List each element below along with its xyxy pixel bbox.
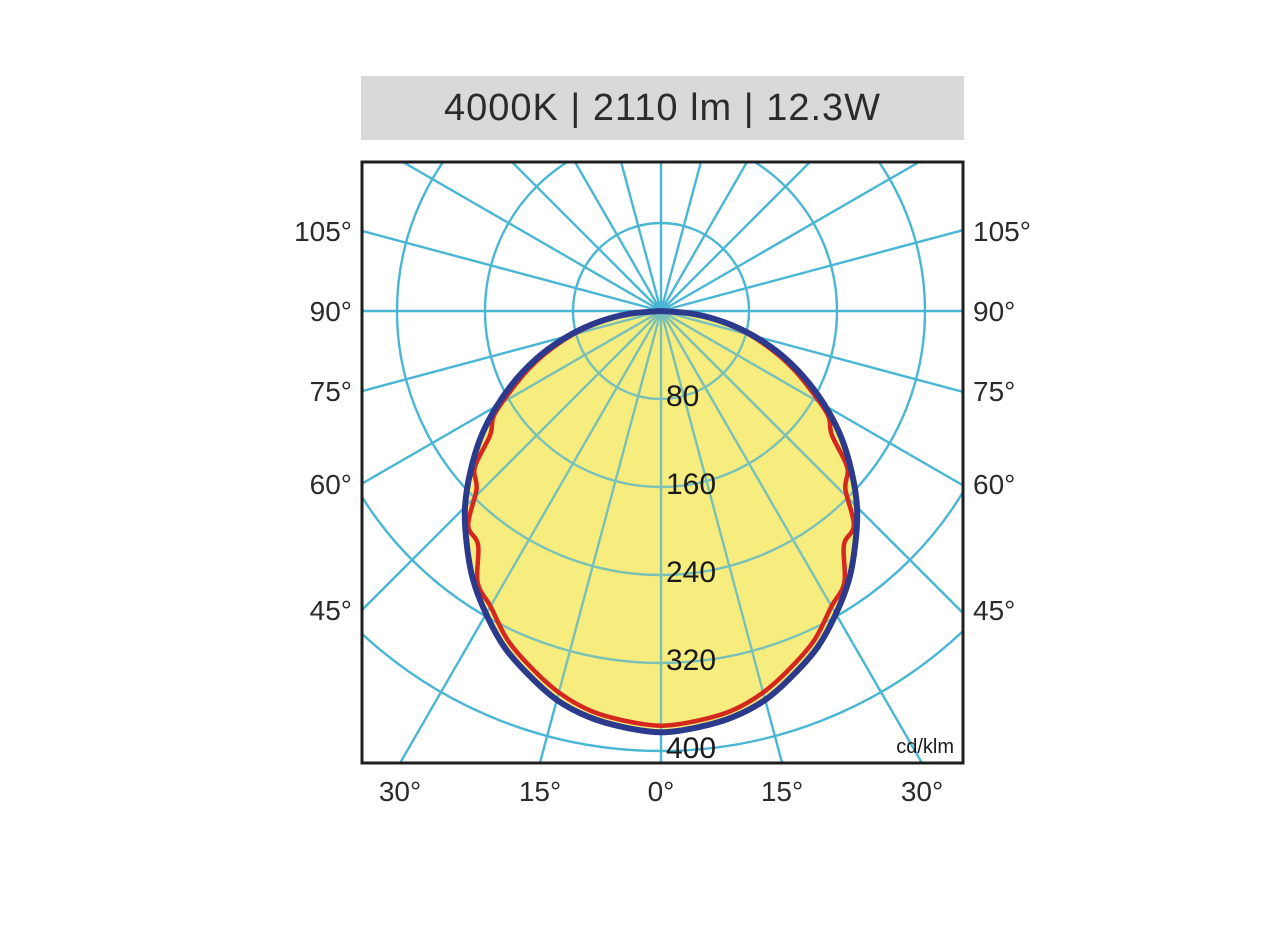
angle-label-bottom-0: 0° [648, 776, 675, 807]
plot-border [360, 160, 965, 765]
grid-ray [510, 162, 662, 312]
grid-ray [573, 162, 663, 312]
angle-label-left-90: 90° [310, 296, 352, 327]
radial-label-160: 160 [666, 468, 716, 501]
angle-label-bottom-30: 30° [379, 776, 421, 807]
grid-ray [619, 162, 663, 312]
angle-label-right-45: 45° [973, 595, 1015, 626]
grid-ray [660, 311, 858, 733]
angle-label-right-105: 105° [973, 216, 1031, 247]
grid-ray [494, 311, 663, 733]
chart-labels: 105° 105° 90° 90° 75° 75° 60° 60° 45° 45° 30° 15° 0°… [294, 216, 1031, 807]
angle-label-right-75: 75° [973, 376, 1015, 407]
angle-label-left-105: 105° [294, 216, 352, 247]
grid-ray [464, 311, 662, 733]
angle-label-left-75: 75° [310, 376, 352, 407]
angle-label-right-60: 60° [973, 469, 1015, 500]
grid-ray [660, 228, 963, 313]
grid-ray [464, 311, 662, 633]
grid-ray [659, 311, 858, 733]
grid-ray [660, 162, 922, 313]
grid-ray [660, 309, 963, 394]
radial-label-320: 320 [666, 644, 716, 677]
angle-label-bottom-15: 15° [519, 776, 561, 807]
title-text: 4000K | 2110 lm | 12.3W [443, 86, 882, 129]
radial-label-240: 240 [666, 556, 716, 589]
grid-ray [362, 309, 662, 393]
grid-ray [362, 229, 662, 313]
grid-ray [659, 311, 828, 733]
grid-ray [464, 311, 663, 733]
radial-label-400: 400 [666, 732, 716, 765]
grid-ray [400, 162, 662, 313]
unit-label: cd/klm [896, 736, 954, 758]
grid-ray [660, 311, 858, 633]
intensity-curve-blue [461, 308, 861, 736]
grid-ray [659, 162, 703, 312]
grid-ray [660, 162, 812, 312]
grid-ray [659, 162, 749, 312]
angle-label-left-60: 60° [310, 469, 352, 500]
angle-label-bottom-30: 30° [901, 776, 943, 807]
angle-label-right-90: 90° [973, 296, 1015, 327]
title-bar: 4000K | 2110 lm | 12.3W [361, 76, 964, 140]
radial-label-80: 80 [666, 380, 699, 413]
angle-label-left-45: 45° [310, 595, 352, 626]
angle-label-bottom-15: 15° [761, 776, 803, 807]
